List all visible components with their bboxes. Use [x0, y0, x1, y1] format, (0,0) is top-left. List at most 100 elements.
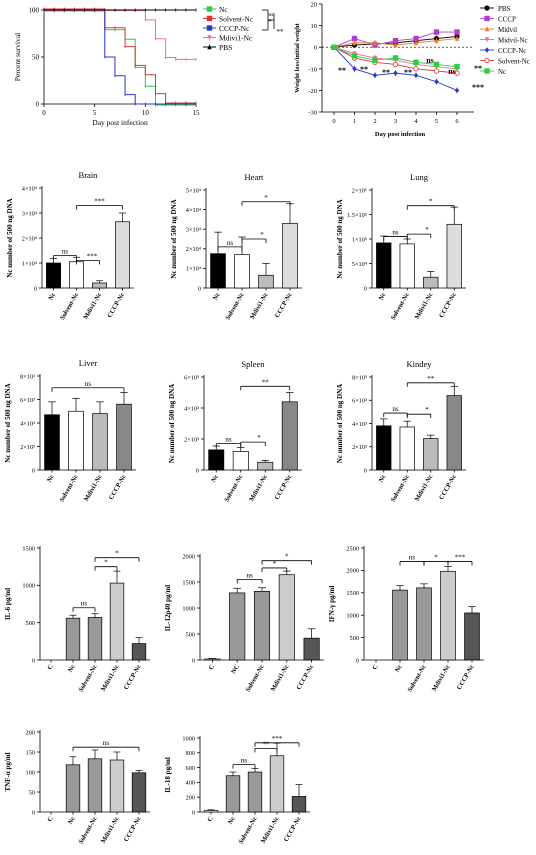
bar-y-tick-label: 800	[186, 750, 195, 757]
bar-chart-title: Lung	[410, 172, 429, 182]
weight-y-tick-label: 20	[311, 2, 318, 9]
bar-mdivi1-nc	[257, 461, 274, 471]
survival-legend-marker	[206, 15, 213, 22]
weight-point	[413, 40, 419, 46]
bar-y-axis-label: Nc number of 500 ng DNA	[168, 384, 176, 463]
bar-y-tick-label: 1500	[346, 590, 359, 597]
weight-x-tick-label: 3	[394, 118, 397, 125]
weight-y-tick-label: -10	[308, 66, 317, 73]
bar-category-label: Mdivi1-Nc	[100, 663, 121, 692]
bar-nc	[208, 449, 225, 471]
bar-y-tick-label: 0	[364, 285, 367, 292]
bar-y-tick-label: 1×10⁴	[22, 260, 38, 267]
bar-y-tick-label: 0	[192, 657, 195, 664]
bar-sig-label: *	[285, 553, 289, 561]
bar-y-tick-label: 2500	[346, 545, 359, 552]
bar-category-label: C	[208, 663, 217, 671]
bar-y-tick-label: 2×10³	[352, 444, 367, 451]
bar-sig-label: *	[115, 550, 119, 558]
bar-category-label: Solvent-Nc	[58, 473, 79, 503]
bar-cccp-nc	[131, 643, 147, 661]
weight-x-tick-label: 0	[332, 118, 335, 125]
weight-x-tick-label: 5	[435, 118, 438, 125]
weight-x-tick-label: 2	[373, 118, 376, 125]
survival-legend-label: PBS	[219, 43, 232, 52]
weight-legend-label: CCCP-Nc	[498, 47, 526, 55]
bar-y-tick-label: 4×10³	[352, 421, 367, 428]
bar-category-label: Mdivi1-Nc	[270, 663, 291, 692]
survival-y-tick-label: 100	[29, 7, 40, 15]
bar-category-label: CCCP-Nc	[123, 815, 143, 843]
weight-legend-marker	[484, 37, 490, 43]
bar-y-tick-label: 4×10⁴	[22, 185, 38, 192]
weight-point	[392, 61, 399, 68]
bar-y-axis-label: IL-18 pg/ml	[164, 757, 172, 793]
bar-y-tick-label: 0	[364, 467, 367, 474]
bar-sig-label: ***	[94, 198, 105, 206]
bar-category-label: CCCP-Nc	[108, 473, 128, 501]
bar-category-label: CCCP-Nc	[438, 473, 458, 501]
bar-y-tick-label: 500	[350, 635, 359, 642]
bar-sig-label: ns	[103, 739, 110, 747]
bar-category-label: CCCP-Nc	[456, 663, 476, 691]
bar-y-tick-label: 6×10³	[184, 374, 199, 381]
bar-mdivi1-nc	[258, 274, 274, 289]
bar-cccp-nc	[291, 796, 307, 813]
bar-cccp-nc	[282, 222, 298, 289]
bar-y-tick-label: 2000	[182, 553, 195, 560]
survival-sig-label: *	[268, 18, 272, 26]
bar-solvent-nc	[399, 243, 415, 289]
bar-mdivi1-nc	[440, 570, 456, 661]
bar-category-label: C	[46, 815, 55, 823]
bar-y-tick-label: 100	[26, 769, 35, 776]
bar-y-tick-label: 1500	[22, 545, 35, 552]
survival-legend-marker	[206, 25, 213, 31]
bar-y-axis-label: Nc number of 500 ng DNA	[170, 199, 178, 278]
bar-sig-label: *	[429, 198, 433, 206]
bar-category-label: Solvent-Nc	[77, 815, 98, 845]
survival-legend-marker	[207, 44, 212, 50]
bar-y-tick-label: 200	[26, 729, 35, 736]
weight-point	[393, 70, 398, 76]
bar-sig-label: ns	[241, 757, 248, 765]
weight-point	[331, 44, 337, 50]
bar-sig-label: ***	[455, 553, 466, 561]
survival-legend-marker	[206, 6, 213, 12]
bar-y-tick-label: 3×10⁴	[186, 227, 202, 234]
survival-line-solvent-nc	[44, 8, 196, 104]
bar-solvent-nc	[87, 617, 103, 661]
bar-category-label: Solvent-Nc	[390, 291, 411, 321]
bar-y-tick-label: 0	[32, 809, 35, 816]
bar-sig-label: *	[434, 553, 438, 561]
bar-mdivi1-nc	[423, 276, 439, 289]
weight-point	[372, 72, 378, 78]
weight-legend-marker	[484, 68, 490, 74]
bar-category-label: Nc	[378, 291, 388, 301]
bar-solvent-nc	[253, 591, 271, 661]
weight-legend-label: CCCP	[498, 15, 516, 23]
weight-legend-marker	[484, 47, 490, 53]
bar-mdivi1-nc	[269, 755, 285, 813]
weight-point	[454, 63, 460, 70]
bar-category-label: Mdivi1-Nc	[83, 473, 104, 502]
bar-y-tick-label: 6×10³	[352, 398, 367, 405]
bar-y-tick-label: 500	[26, 620, 35, 627]
survival-legend-marker	[207, 35, 212, 41]
bar-y-tick-label: 150	[26, 749, 35, 756]
weight-point	[434, 79, 439, 85]
bar-category-label: Nc	[210, 473, 220, 483]
weight-point	[352, 66, 357, 72]
bar-mdivi1-nc	[92, 282, 107, 289]
bar-cccp-nc	[116, 403, 132, 471]
weight-x-tick-label: 6	[455, 118, 459, 125]
bar-solvent-nc	[68, 410, 84, 471]
weight-y-tick-label: 10	[311, 23, 318, 30]
weight-sig-label: **	[338, 66, 346, 75]
weight-x-tick-label: 1	[353, 118, 356, 125]
bar-y-tick-label: 8×10³	[352, 374, 367, 381]
bar-category-label: Nc	[67, 815, 77, 825]
bar-category-label: Mdivi1-Nc	[249, 291, 270, 320]
survival-legend-label: Solvent-Nc	[219, 14, 254, 23]
bar-y-tick-label: 1×10⁵	[352, 236, 367, 243]
weight-legend-label: Midvil-Nc	[498, 36, 528, 44]
